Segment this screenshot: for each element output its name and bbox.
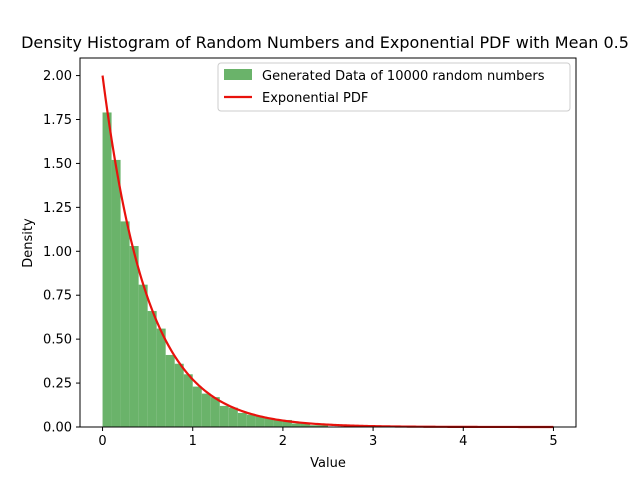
x-tick-label: 2	[279, 434, 287, 449]
x-tick-label: 3	[369, 434, 377, 449]
histogram-bar	[219, 405, 229, 427]
histogram-bar	[264, 418, 274, 427]
histogram-bars	[102, 112, 328, 427]
chart-title: Density Histogram of Random Numbers and …	[21, 33, 629, 52]
histogram-bar	[255, 416, 265, 427]
histogram-bar	[129, 246, 139, 427]
y-tick-label: 1.50	[43, 157, 72, 172]
legend-swatch-histogram	[224, 69, 252, 80]
x-axis-label: Value	[310, 456, 346, 471]
axes-frame	[79, 57, 577, 428]
histogram-bar	[210, 397, 220, 427]
plot-area	[101, 75, 554, 429]
histogram-bar	[237, 412, 247, 427]
histogram-bar	[183, 374, 193, 427]
histogram-bar	[192, 386, 202, 427]
y-tick-label: 0.50	[43, 333, 72, 348]
histogram-bar	[156, 328, 166, 427]
y-tick-label: 0.00	[43, 421, 72, 436]
histogram-bar	[174, 363, 184, 427]
histogram-bar	[111, 159, 121, 427]
histogram-bar	[165, 354, 175, 427]
histogram-bar	[273, 419, 283, 427]
y-axis-label: Density	[21, 218, 36, 268]
y-tick-label: 0.75	[43, 289, 72, 304]
histogram-bar	[291, 423, 301, 427]
x-tick-label: 5	[549, 434, 557, 449]
legend: Generated Data of 10000 random numbers E…	[217, 62, 571, 112]
histogram-bar	[309, 425, 319, 427]
legend-label-pdf: Exponential PDF	[262, 91, 368, 106]
y-tick-label: 0.25	[43, 377, 72, 392]
histogram-bar	[102, 112, 112, 427]
histogram-bar	[246, 414, 256, 427]
histogram-bar	[300, 423, 310, 427]
histogram-bar	[120, 221, 130, 427]
x-tick-label: 4	[459, 434, 467, 449]
histogram-bar	[138, 284, 148, 427]
histogram-bar	[318, 425, 328, 427]
histogram-bar	[147, 311, 157, 427]
histogram-bar	[282, 419, 292, 427]
y-tick-label: 1.00	[43, 245, 72, 260]
y-tick-label: 2.00	[43, 69, 72, 84]
y-axis-ticks: 0.00 0.25 0.50 0.75 1.00 1.25 1.50 1.75 2.00	[43, 69, 80, 436]
x-tick-label: 0	[98, 434, 106, 449]
histogram-bar	[228, 407, 238, 427]
x-tick-label: 1	[189, 434, 197, 449]
legend-label-histogram: Generated Data of 10000 random numbers	[262, 69, 545, 84]
y-tick-label: 1.75	[43, 113, 72, 128]
y-tick-label: 1.25	[43, 201, 72, 216]
x-axis-ticks: 0 1 2 3 4 5	[98, 427, 558, 449]
histogram-bar	[201, 393, 211, 427]
legend-box	[217, 62, 571, 112]
